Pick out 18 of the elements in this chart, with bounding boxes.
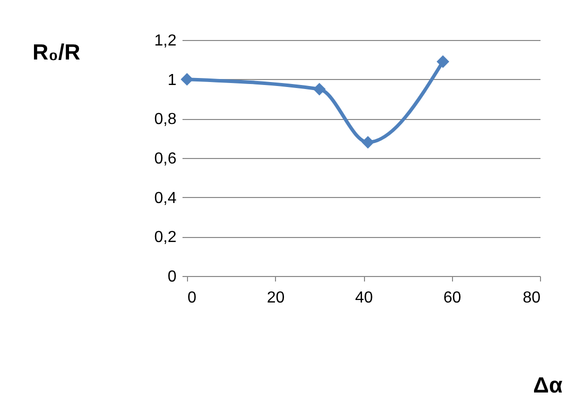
x-tick-label: 20 (266, 290, 285, 306)
y-tick-label: 1,2 (154, 32, 177, 50)
y-axis-title: R₀/R (32, 40, 80, 64)
point (436, 55, 450, 68)
x-tick-label: 40 (355, 290, 373, 306)
x-tick-label: 80 (522, 290, 541, 306)
point (362, 136, 374, 149)
x-axis-title: Δα (533, 372, 563, 398)
x-tick-label: 0 (188, 290, 196, 306)
y-tick-label: 0,2 (154, 229, 177, 246)
point (313, 82, 326, 96)
y-tick-label: 0,6 (154, 150, 177, 168)
y-tick-label: 0 (168, 268, 177, 286)
y-tick-label: 1 (168, 72, 177, 89)
x-tick-label: 60 (443, 290, 462, 306)
y-tick-label: 0,8 (154, 111, 177, 128)
point (180, 73, 194, 86)
y-tick-label: 0,4 (154, 190, 177, 207)
